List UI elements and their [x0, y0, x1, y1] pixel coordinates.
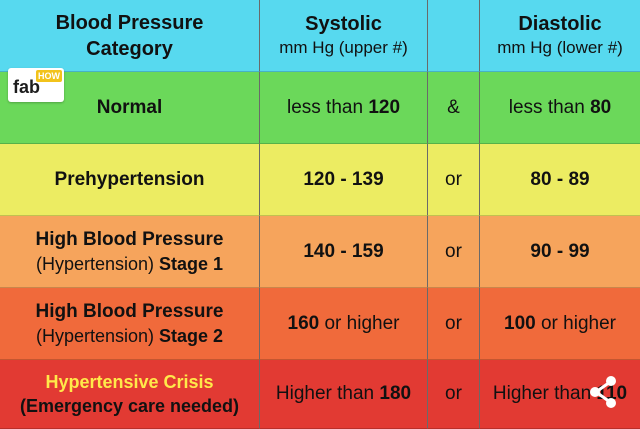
diastolic-crisis: Higher than 110: [480, 360, 640, 429]
systolic-crisis: Higher than 180: [260, 360, 428, 429]
header-diastolic-sub: mm Hg (lower #): [497, 38, 623, 58]
header-connector: [428, 0, 480, 72]
header-diastolic-title: Diastolic: [518, 13, 602, 36]
logo-fab-text: fab: [13, 77, 40, 97]
diastolic-value: 80 - 89: [530, 168, 590, 190]
systolic-stage-2: 160 or higher: [260, 288, 428, 360]
connector-crisis: or: [428, 360, 480, 429]
diastolic-stage-2: 100 or higher: [480, 288, 640, 360]
header-systolic: Systolic mm Hg (upper #): [260, 0, 428, 72]
systolic-value: 140 - 159: [303, 240, 384, 262]
diastolic-prehypertension: 80 - 89: [480, 144, 640, 216]
fabhow-logo: fab HOW: [8, 68, 64, 102]
header-category-line2: Category: [86, 37, 173, 60]
systolic-value: Higher than 180: [275, 383, 412, 405]
category-label: Normal: [96, 96, 163, 118]
connector-normal: &: [428, 72, 480, 144]
category-crisis: Hypertensive Crisis (Emergency care need…: [0, 360, 260, 429]
systolic-value: less than 120: [286, 96, 401, 118]
diastolic-value: less than 80: [508, 96, 612, 118]
header-category-line1: Blood Pressure: [55, 11, 204, 34]
category-label: Prehypertension: [54, 168, 205, 190]
diastolic-stage-1: 90 - 99: [480, 216, 640, 288]
systolic-prehypertension: 120 - 139: [260, 144, 428, 216]
systolic-stage-1: 140 - 159: [260, 216, 428, 288]
connector-label: or: [445, 383, 462, 405]
connector-label: or: [445, 168, 462, 190]
header-systolic-sub: mm Hg (upper #): [279, 38, 408, 58]
connector-stage-2: or: [428, 288, 480, 360]
category-label: Hypertensive Crisis: [45, 371, 214, 392]
category-sublabel: (Emergency care needed): [19, 396, 240, 416]
connector-label: or: [445, 240, 462, 262]
logo-how-badge: HOW: [36, 70, 62, 82]
connector-stage-1: or: [428, 216, 480, 288]
header-diastolic: Diastolic mm Hg (lower #): [480, 0, 640, 72]
category-label: High Blood Pressure: [35, 228, 224, 250]
diastolic-value: 100 or higher: [504, 312, 616, 334]
connector-label: or: [445, 312, 462, 334]
category-label: High Blood Pressure: [35, 300, 224, 322]
connector-prehypertension: or: [428, 144, 480, 216]
connector-label: &: [447, 96, 460, 118]
diastolic-normal: less than 80: [480, 72, 640, 144]
header-systolic-title: Systolic: [305, 13, 382, 36]
systolic-normal: less than 120: [260, 72, 428, 144]
category-stage-1: High Blood Pressure (Hypertension) Stage…: [0, 216, 260, 288]
systolic-value: 120 - 139: [303, 168, 384, 190]
category-prehypertension: Prehypertension: [0, 144, 260, 216]
header-category: Blood Pressure Category: [0, 0, 260, 72]
category-sublabel: (Hypertension) Stage 2: [35, 326, 224, 347]
category-sublabel: (Hypertension) Stage 1: [35, 254, 224, 275]
share-icon[interactable]: [584, 372, 624, 412]
diastolic-value: 90 - 99: [530, 240, 590, 262]
systolic-value: 160 or higher: [287, 312, 400, 334]
category-stage-2: High Blood Pressure (Hypertension) Stage…: [0, 288, 260, 360]
